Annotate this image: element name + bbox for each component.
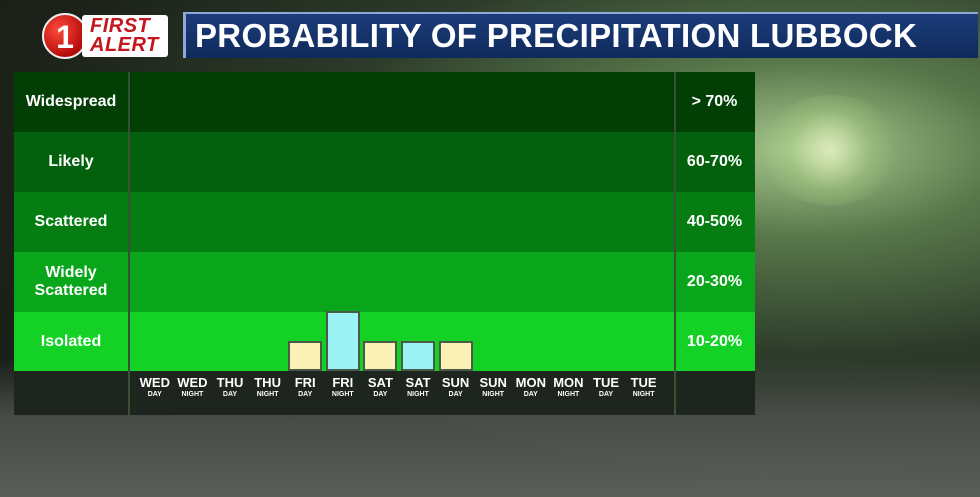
band-range-label: > 70% [691,93,738,110]
x-tick-label: THU DAY [211,375,249,400]
band-label: Widespread [25,93,117,110]
x-tick-day: WED [177,375,208,390]
x-tick-day: MON [553,375,584,390]
precip-bar [288,341,323,371]
logo-number-badge: 1 [42,13,88,59]
x-tick-period: NIGHT [181,391,204,398]
x-tick-label: FRI NIGHT [324,375,362,400]
x-tick-day: TUE [593,375,619,390]
x-tick-period: NIGHT [407,391,429,398]
x-tick-period: DAY [598,391,614,398]
x-tick-day: MON [515,375,546,390]
x-tick-day: SAT [367,375,393,390]
band-label: Scattered [34,213,108,230]
x-tick-label: THU NIGHT [249,375,287,400]
x-axis-strip [14,371,755,415]
x-tick-period: NIGHT [256,391,279,398]
x-tick-label: WED NIGHT [173,375,211,400]
logo-wordmark: FIRST ALERT [82,15,168,57]
band-range-label: 10-20% [686,333,743,350]
x-tick-day: SAT [405,375,431,390]
background-glow [760,95,900,205]
chart-divider [674,72,676,415]
band-range-label: 20-30% [686,273,743,290]
x-tick-day: FRI [332,375,354,390]
title-bar: PROBABILITY OF PRECIPITATION LUBBOCK [183,12,978,58]
x-tick-period: DAY [298,391,313,398]
x-tick-label: TUE NIGHT [625,375,663,400]
band-label: Widely Scattered [34,264,108,299]
precip-bar [325,311,360,371]
precipitation-chart: Widespread > 70% Likely 60-70% Scattered 40-5… [14,72,755,415]
x-tick-label: SAT NIGHT [399,375,437,400]
band-label: Likely [48,153,94,170]
chart-band [14,132,755,192]
precip-bar [401,341,435,371]
x-tick-day: FRI [294,375,316,390]
x-tick-period: DAY [448,391,463,398]
page-title: PROBABILITY OF PRECIPITATION LUBBOCK [195,17,918,54]
x-tick-day: SUN [479,375,507,390]
x-tick-label: MON DAY [512,375,550,400]
x-tick-day: SUN [441,375,470,390]
x-tick-period: NIGHT [557,391,580,398]
x-tick-day: TUE [630,375,657,390]
x-tick-label: SUN DAY [437,375,475,400]
x-tick-period: DAY [147,391,162,398]
x-tick-label: SUN NIGHT [474,375,512,400]
band-range-label: 40-50% [686,213,743,230]
band-range-label: 60-70% [686,153,743,170]
first-alert-logo: 1 FIRST ALERT [42,13,170,59]
x-tick-label: WED DAY [136,375,174,400]
band-label: Isolated [40,333,102,350]
chart-band [14,72,755,132]
chart-divider [128,72,130,415]
x-tick-day: THU [254,375,281,390]
precip-bar [363,341,398,371]
x-tick-period: DAY [523,391,538,398]
x-tick-label: TUE DAY [587,375,625,400]
precip-bar [438,341,473,371]
x-tick-period: NIGHT [482,391,505,398]
chart-band [14,192,755,252]
x-tick-day: WED [139,375,170,390]
x-tick-period: NIGHT [632,391,655,398]
x-tick-label: SAT DAY [361,375,399,400]
chart-band [14,252,755,312]
x-tick-period: DAY [222,391,238,398]
x-tick-day: THU [216,375,244,390]
x-tick-period: NIGHT [331,391,354,398]
x-tick-label: FRI DAY [286,375,324,400]
x-tick-label: MON NIGHT [549,375,587,400]
x-tick-period: DAY [373,391,388,398]
